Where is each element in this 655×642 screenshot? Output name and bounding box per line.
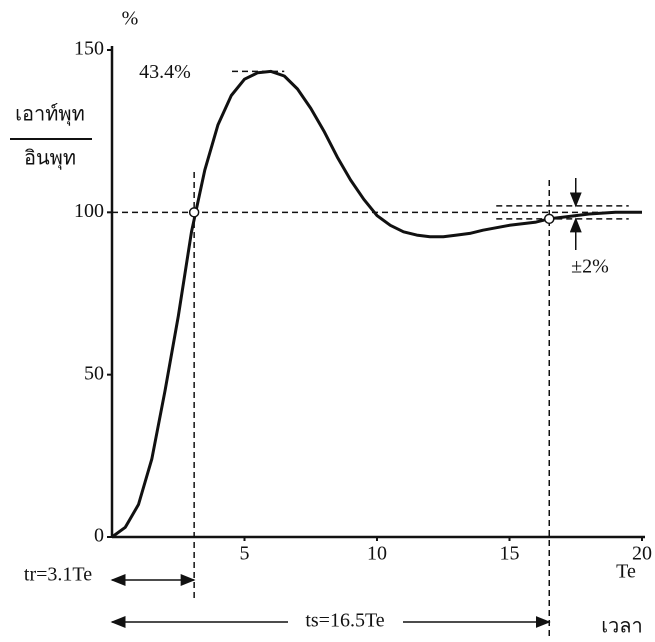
band-label: ±2% [571, 256, 609, 278]
y-label-bottom: อินพุท [24, 148, 76, 171]
settling-point [544, 213, 555, 225]
y-tick-label: 100 [74, 200, 104, 222]
rise-point [188, 207, 200, 218]
rise-label: tr=3.1Te [24, 564, 92, 586]
response-curve [111, 69, 642, 539]
x-tick-label: 5 [240, 543, 250, 565]
x-tick-label: 20 [632, 543, 652, 565]
x-label-top: Te [616, 561, 636, 583]
y-label-top: เอาท์พุท [15, 103, 85, 127]
settling-label: ts=16.5Te [305, 610, 384, 632]
x-tick-label: 15 [500, 543, 520, 565]
y-tick-label: 50 [84, 362, 104, 384]
y-tick-label: 0 [94, 525, 104, 547]
y-unit: % [122, 8, 139, 30]
y-tick-label: 150 [74, 38, 104, 60]
x-label-bottom: เวลา [601, 616, 643, 638]
label-bg [288, 610, 403, 634]
overshoot-label: 43.4% [139, 61, 191, 83]
x-tick-label: 10 [367, 543, 387, 565]
